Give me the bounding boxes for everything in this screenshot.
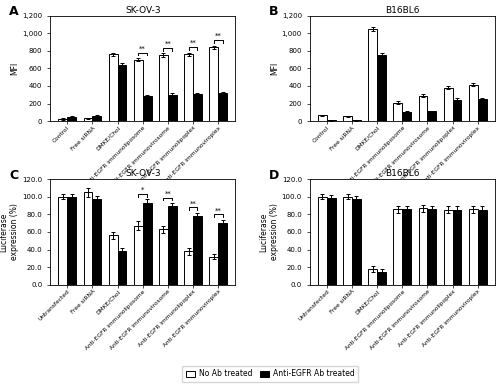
Bar	[118, 65, 126, 121]
Bar	[418, 208, 428, 285]
Bar	[108, 236, 118, 285]
Bar	[478, 210, 486, 285]
Bar	[469, 85, 478, 121]
Text: **: **	[215, 207, 222, 213]
Text: **: **	[190, 40, 196, 46]
Bar	[452, 99, 462, 121]
Bar	[377, 271, 386, 285]
Bar	[478, 99, 486, 121]
Title: SK-OV-3: SK-OV-3	[125, 6, 160, 15]
Text: **: **	[215, 33, 222, 39]
Bar	[343, 116, 352, 121]
Title: B16BL6: B16BL6	[385, 6, 420, 15]
Bar	[444, 88, 452, 121]
Text: A: A	[9, 5, 19, 18]
Bar	[142, 96, 152, 121]
Bar	[418, 96, 428, 121]
Bar	[134, 226, 142, 285]
Title: B16BL6: B16BL6	[385, 169, 420, 178]
Bar	[444, 210, 452, 285]
Bar	[118, 251, 126, 285]
Bar	[428, 112, 436, 121]
Bar	[368, 269, 377, 285]
Bar	[402, 209, 411, 285]
Bar	[327, 198, 336, 285]
Bar	[352, 199, 361, 285]
Bar	[134, 60, 142, 121]
Bar	[428, 209, 436, 285]
Bar	[142, 203, 152, 285]
Bar	[168, 95, 176, 121]
Bar	[210, 257, 218, 285]
Bar	[318, 197, 327, 285]
Bar	[92, 116, 101, 121]
Bar	[58, 197, 67, 285]
Text: D: D	[269, 168, 279, 182]
Bar	[394, 209, 402, 285]
Bar	[168, 206, 176, 285]
Bar	[218, 94, 227, 121]
Text: *: *	[141, 187, 144, 193]
Bar	[58, 119, 67, 121]
Text: **: **	[164, 191, 171, 197]
Bar	[452, 210, 462, 285]
Bar	[67, 197, 76, 285]
Bar	[67, 117, 76, 121]
Bar	[469, 209, 478, 285]
Legend: No Ab treated, Anti-EGFR Ab treated: No Ab treated, Anti-EGFR Ab treated	[182, 366, 358, 382]
Text: **: **	[164, 41, 171, 47]
Bar	[84, 192, 92, 285]
Y-axis label: Luciferase
expression (%): Luciferase expression (%)	[0, 204, 20, 261]
Bar	[108, 54, 118, 121]
Y-axis label: MFI: MFI	[10, 62, 20, 75]
Bar	[218, 223, 227, 285]
Bar	[184, 251, 193, 285]
Bar	[193, 94, 202, 121]
Y-axis label: MFI: MFI	[270, 62, 279, 75]
Bar	[159, 229, 168, 285]
Bar	[402, 112, 411, 121]
Bar	[394, 103, 402, 121]
Bar	[193, 216, 202, 285]
Bar	[184, 54, 193, 121]
Text: **: **	[140, 46, 146, 51]
Text: B: B	[269, 5, 278, 18]
Bar	[159, 55, 168, 121]
Bar	[368, 29, 377, 121]
Bar	[343, 197, 352, 285]
Bar	[92, 199, 101, 285]
Text: C: C	[9, 168, 18, 182]
Bar	[377, 55, 386, 121]
Bar	[327, 120, 336, 121]
Title: SK-OV-3: SK-OV-3	[125, 169, 160, 178]
Text: **: **	[190, 200, 196, 206]
Bar	[318, 115, 327, 121]
Bar	[84, 119, 92, 121]
Bar	[210, 47, 218, 121]
Y-axis label: Luciferase
expression (%): Luciferase expression (%)	[259, 204, 279, 261]
